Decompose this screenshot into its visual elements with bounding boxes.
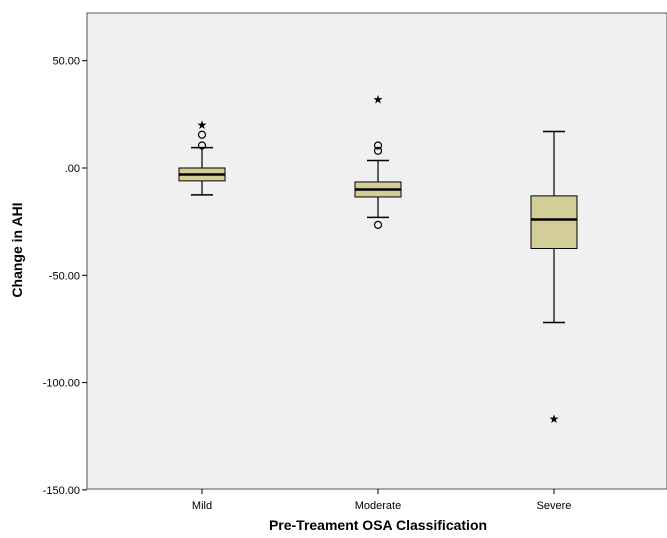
outlier-point [197, 141, 207, 150]
box-severe: ★ [530, 130, 578, 426]
y-tick-label: -150.00 [43, 485, 80, 497]
x-tick-label: Severe [537, 500, 572, 512]
y-axis-title: Change in AHI [9, 202, 25, 297]
y-tick-label: 50.00 [52, 56, 80, 68]
y-axis: 50.00 .00 -50.00 -100.00 -150.00 [43, 56, 87, 497]
plot-area [86, 12, 667, 490]
outlier-point [197, 130, 207, 139]
y-tick-label: -50.00 [49, 270, 80, 282]
outlier-point [373, 141, 383, 150]
box-mild: ★ [178, 118, 226, 196]
extreme-point: ★ [549, 412, 560, 426]
boxes-layer: ★ ★ ★ [178, 92, 578, 426]
y-tick-label: .00 [65, 163, 80, 175]
x-axis-title: Pre-Treament OSA Classification [269, 517, 487, 533]
iqr-box [530, 195, 578, 249]
x-tick-label: Mild [192, 500, 212, 512]
outlier-point [373, 220, 383, 229]
extreme-point: ★ [197, 118, 208, 132]
x-tick-label: Moderate [355, 500, 401, 512]
x-axis: Mild Moderate Severe [192, 489, 572, 512]
box-moderate: ★ [354, 92, 402, 229]
outlier-point [373, 146, 383, 155]
extreme-point: ★ [373, 92, 384, 106]
y-tick-label: -100.00 [43, 378, 80, 390]
